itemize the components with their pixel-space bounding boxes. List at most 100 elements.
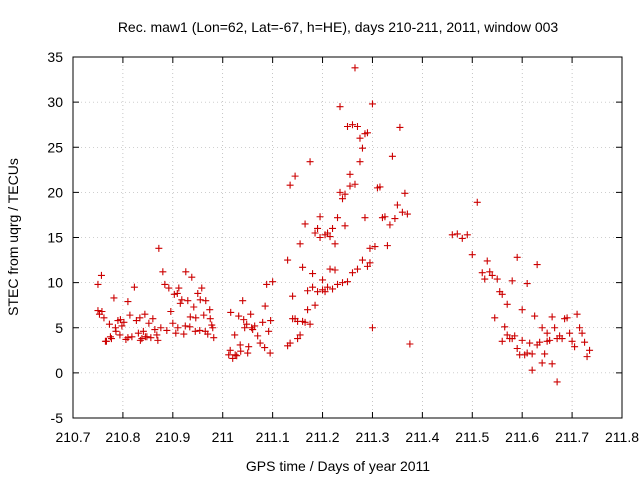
data-point <box>134 329 142 337</box>
x-tick-label: 211.7 <box>555 429 589 445</box>
data-point <box>348 121 356 129</box>
data-point <box>324 229 332 237</box>
data-point <box>209 324 217 332</box>
data-point <box>116 331 124 339</box>
data-point <box>566 329 574 337</box>
data-point <box>233 352 241 360</box>
data-point <box>528 350 536 358</box>
data-point <box>206 306 214 314</box>
data-point <box>523 349 531 357</box>
data-point <box>513 345 521 353</box>
x-tick-label: 211.1 <box>256 429 290 445</box>
data-point <box>314 224 322 232</box>
data-point <box>181 322 189 330</box>
data-point <box>498 290 506 298</box>
data-point <box>538 324 546 332</box>
data-point <box>356 134 364 142</box>
data-point <box>247 310 255 318</box>
data-point <box>336 188 344 196</box>
data-point <box>368 324 376 332</box>
data-point <box>267 317 275 325</box>
data-point <box>518 306 526 314</box>
data-point <box>401 189 409 197</box>
data-point <box>192 314 200 322</box>
data-point <box>306 158 314 166</box>
y-tick-label: 20 <box>47 184 63 200</box>
data-point <box>226 346 234 354</box>
data-point <box>141 310 149 318</box>
data-point <box>501 323 509 331</box>
data-point <box>344 278 351 286</box>
data-point <box>558 335 566 343</box>
data-point <box>128 333 136 341</box>
data-point <box>173 289 181 297</box>
axis-ticks <box>72 56 623 419</box>
data-point <box>493 275 501 283</box>
data-point <box>163 326 171 334</box>
data-point <box>124 298 132 306</box>
data-point <box>358 256 366 264</box>
data-point <box>463 231 471 239</box>
data-point <box>339 279 347 287</box>
data-point <box>543 337 551 345</box>
data-point <box>194 289 202 297</box>
data-point <box>311 229 319 237</box>
data-point <box>388 152 396 160</box>
data-point <box>136 314 144 322</box>
x-axis-label: GPS time / Days of year 2011 <box>246 458 430 474</box>
data-point <box>265 327 273 335</box>
data-point <box>235 312 243 320</box>
data-point <box>100 314 108 322</box>
x-tick-label: 211.6 <box>505 429 539 445</box>
data-point <box>526 339 534 347</box>
data-point <box>188 273 196 281</box>
data-point <box>334 214 342 222</box>
x-tick-label: 211.8 <box>605 429 639 445</box>
data-point <box>344 122 351 130</box>
data-point <box>356 158 364 166</box>
data-point <box>225 351 233 359</box>
data-point <box>101 337 109 345</box>
data-point <box>331 266 339 274</box>
data-point <box>518 336 526 344</box>
data-point <box>381 213 389 221</box>
data-point <box>396 123 404 131</box>
data-point <box>174 324 182 332</box>
data-point <box>130 283 138 291</box>
data-point <box>311 301 319 309</box>
data-point <box>172 329 180 337</box>
data-point <box>329 285 337 293</box>
x-tick-label: 211.2 <box>306 429 340 445</box>
data-point <box>309 270 317 278</box>
data-point <box>159 268 167 276</box>
data-point <box>553 378 561 386</box>
x-tick-label: 211.4 <box>405 429 439 445</box>
data-point <box>151 326 159 334</box>
data-point <box>182 268 190 276</box>
data-point <box>531 312 539 320</box>
data-point <box>261 302 269 310</box>
data-point <box>336 103 344 111</box>
data-point <box>306 320 314 328</box>
data-point <box>339 195 347 203</box>
data-point <box>319 276 327 284</box>
data-point <box>301 220 309 228</box>
data-point <box>309 283 317 291</box>
data-point <box>186 313 194 321</box>
y-tick-label: 25 <box>47 139 63 155</box>
data-point <box>291 172 299 180</box>
data-point <box>314 288 322 296</box>
data-point <box>351 64 359 72</box>
data-point <box>191 327 199 335</box>
chart-title: Rec. maw1 (Lon=62, Lat=-67, h=HE), days … <box>118 19 559 35</box>
data-point <box>263 280 271 288</box>
data-point <box>386 221 394 229</box>
data-point <box>245 343 253 351</box>
data-point <box>180 330 188 338</box>
data-point <box>244 349 252 357</box>
data-point <box>523 280 531 288</box>
plot-frame <box>72 56 623 419</box>
data-point <box>196 326 204 334</box>
data-point <box>243 320 251 328</box>
